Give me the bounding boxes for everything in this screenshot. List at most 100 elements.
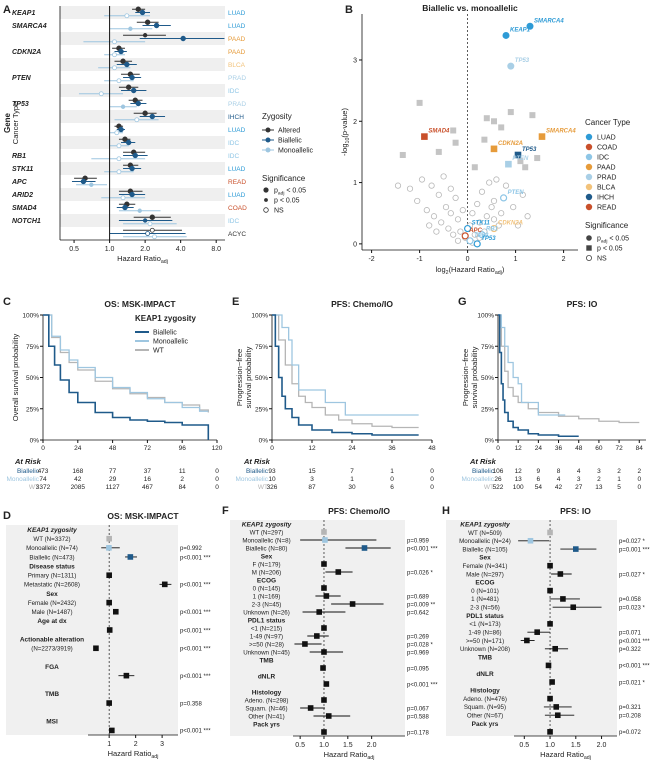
label-part: < 0.05 [607,236,629,243]
panel-label: H [442,505,450,517]
legend-label: NS [274,208,284,215]
hr-marker [106,545,112,551]
x-tick-label: 48 [109,445,117,452]
p-value: p=0.322 [619,647,642,653]
x-tick-label: 2.0 [140,246,150,253]
cancer-type-label: IDC [228,140,240,147]
hr-marker [570,604,577,611]
legend-marker [585,153,593,161]
legend-marker [585,133,593,141]
gene-label: TP53 [515,58,530,64]
covariate-header: MSI [46,719,58,726]
risk-value: 326 [267,484,278,491]
legend-marker [585,143,593,151]
y-axis-label: survival probability [470,346,479,408]
ns-point [498,210,505,217]
hr-marker [547,729,553,735]
hr-marker [547,562,553,569]
row-band [60,58,225,71]
p05-point [507,109,514,116]
hr-marker [547,695,553,702]
covariate-header: Age at dx [37,618,67,625]
x-tick-label: 2 [134,741,138,748]
risk-title: At Risk [469,457,497,466]
legend-label: BLCA [597,185,616,192]
cancer-type-label: IHCH [228,114,244,121]
label-part: p [597,236,601,243]
x-tick-label: 1.0 [545,742,555,749]
legend-label: Altered [278,128,300,135]
p-value: p=0.058 [619,597,642,603]
p-value: p<0.001 *** [180,555,211,561]
x-tick-label: 4.0 [176,246,186,253]
hr-marker [560,596,566,602]
legend-marker [585,173,593,181]
risk-row-label: WT [258,484,268,491]
ns-point [426,222,433,229]
ns-point [514,222,522,229]
legend-marker [265,127,271,133]
hr-point [147,221,153,227]
risk-value: 6 [390,484,394,491]
chart-title: OS: MSK-IMPACT [107,511,179,521]
hr-point [180,35,186,42]
x-tick-label: 0.5 [295,742,305,749]
ns-point [418,176,426,183]
covariate-level: Biallelic (N=80) [246,545,288,552]
hr-marker [547,529,553,536]
risk-value: 0 [215,484,219,491]
x-tick-label: 3 [160,741,164,748]
p-value: p<0.001 *** [619,664,650,670]
covariate-level: 0 (N=145) [253,585,281,592]
covariate-level: WT (N=297) [250,529,284,536]
hr-point [149,227,155,233]
legend-marker [585,193,593,201]
legend-marker [585,163,593,171]
legend-label: NS [597,256,607,263]
risk-value: 29 [109,476,117,483]
legend-title: KEAP1 zygosity [135,314,196,323]
label-part: -log [340,143,349,156]
covariate-level: <1 (N=173) [469,621,500,628]
p-value: p=0.208 [619,714,642,720]
gene-label: TP53 [12,101,29,108]
label-part: ) [502,265,505,274]
x-tick-label: -1 [416,256,422,263]
risk-value: 1 [350,476,354,483]
label-part: Hazard Ratio [117,254,161,263]
p-value: p=0.959 [407,538,430,544]
risk-value: 473 [38,468,49,475]
y-axis-label: Gene [3,112,12,133]
gene-label: PTEN [508,190,525,196]
x-axis-label: Hazard Ratioadj [117,254,168,265]
y-axis-label: Progression−free [235,349,244,406]
x-tick-label: 12 [308,445,316,452]
x-tick-label: 24 [348,445,356,452]
gene-label: SMARCA4 [12,23,47,30]
hr-point [137,208,142,213]
gene-label: CDKN2A [498,141,523,147]
covariate-level: Biallelic (N=473) [29,554,74,561]
risk-value: 11 [179,468,186,475]
risk-title: At Risk [243,457,271,466]
y-axis-label: Progression−free [461,349,470,406]
hr-point [145,231,151,236]
sig-point [464,224,472,233]
risk-value: 2 [617,468,621,475]
ns-point [445,225,452,232]
gene-label: ARID2 [11,192,33,199]
hr-point [142,33,148,38]
gene-label: SMARCA4 [534,18,564,24]
hr-point [132,97,138,103]
hr-point [142,218,148,223]
hr-point [122,204,128,211]
ns-point [493,176,500,183]
ns-point [454,237,462,244]
risk-value: 1 [390,468,394,475]
ns-point [428,182,435,189]
risk-row-label: Monoallelic [6,476,39,483]
gene-label: RB1 [12,153,26,160]
hr-marker [106,627,113,633]
risk-value: 0 [637,476,641,483]
covariate-level: F (N=179) [252,561,280,568]
